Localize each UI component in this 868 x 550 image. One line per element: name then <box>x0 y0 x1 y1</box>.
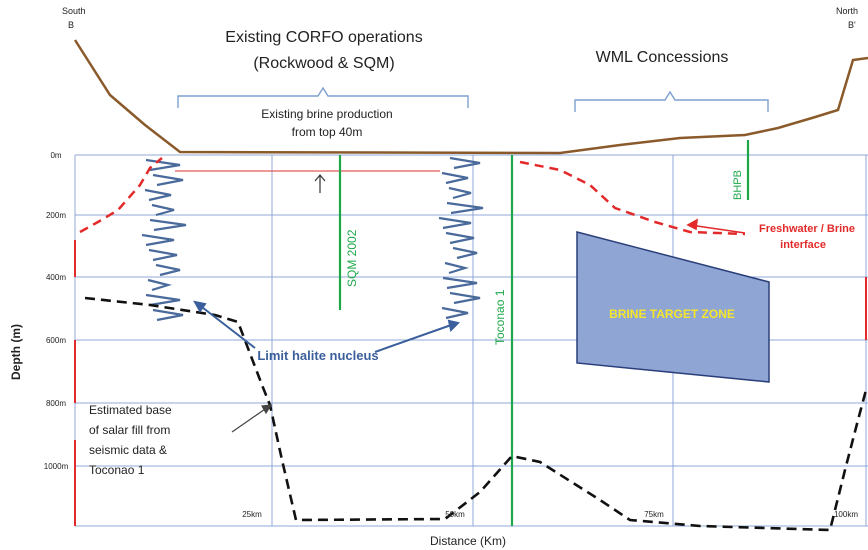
halite-mark <box>151 203 175 217</box>
halite-mark <box>441 171 469 185</box>
freshwater-label-line2: interface <box>780 239 826 251</box>
y-tick-label: 200m <box>46 211 66 220</box>
brine-target-zone <box>576 231 770 383</box>
well-label-sqm: SQM 2002 <box>345 229 359 287</box>
halite-mark <box>141 233 175 247</box>
salar-base-arrow <box>231 404 273 433</box>
brine-production-line1: Existing brine production <box>261 107 392 121</box>
depth-axis-red-marks <box>74 240 867 526</box>
halite-mark <box>144 188 172 202</box>
freshwater-interface-right <box>519 160 746 236</box>
freshwater-label-line1: Freshwater / Brine <box>759 223 855 235</box>
salar-base-line2: of salar fill from <box>89 423 170 437</box>
corfo-bracket <box>177 86 469 108</box>
halite-mark <box>147 278 173 292</box>
halite-mark <box>444 261 470 275</box>
x-axis-label: Distance (Km) <box>430 534 506 548</box>
corner-label-south: South <box>62 6 86 16</box>
halite-mark <box>452 246 478 260</box>
wml-title: WML Concessions <box>596 49 729 66</box>
halite-mark <box>449 156 481 170</box>
halite-mark <box>441 306 469 320</box>
corner-label-b-prime: B' <box>848 20 856 30</box>
halite-mark <box>438 216 472 230</box>
halite-mark <box>445 231 475 245</box>
salar-base-line3: seismic data & <box>89 443 167 457</box>
well-label-bhpb: BHPB <box>732 170 744 200</box>
halite-nucleus-left <box>141 158 187 322</box>
halite-mark <box>148 248 178 262</box>
halite-mark <box>145 293 181 307</box>
y-axis-label: Depth (m) <box>9 324 23 380</box>
freshwater-arrow-icon <box>686 218 746 234</box>
halite-mark <box>448 186 472 200</box>
corfo-title-line1: Existing CORFO operations <box>225 29 422 46</box>
corner-label-north: North <box>836 6 858 16</box>
y-tick-label: 0m <box>50 151 61 160</box>
salar-base-line4: Toconao 1 <box>89 463 145 477</box>
halite-mark <box>446 201 484 215</box>
wml-bracket <box>574 90 769 112</box>
x-tick-label: 100km <box>834 510 858 519</box>
halite-mark <box>149 218 187 232</box>
target-zone-label: BRINE TARGET ZONE <box>609 307 735 321</box>
salar-base-line1: Estimated base <box>89 403 172 417</box>
y-tick-label: 1000m <box>44 462 69 471</box>
halite-mark <box>152 308 184 322</box>
y-tick-label: 600m <box>46 336 66 345</box>
y-tick-labels: 0m 200m 400m 600m 800m 1000m <box>44 151 69 471</box>
x-tick-labels: 25km 50km 75km 100km <box>242 510 858 519</box>
up-arrow-icon <box>314 174 326 193</box>
halite-mark <box>449 291 481 305</box>
halite-mark <box>152 173 184 187</box>
halite-mark <box>442 276 478 290</box>
y-tick-label: 400m <box>46 273 66 282</box>
freshwater-interface-left <box>79 157 163 234</box>
halite-label: Limit halite nucleus <box>257 348 378 363</box>
corfo-title-line2: (Rockwood & SQM) <box>253 55 394 72</box>
x-tick-label: 25km <box>242 510 262 519</box>
x-tick-label: 75km <box>644 510 664 519</box>
halite-nucleus-right <box>438 156 484 320</box>
y-tick-label: 800m <box>46 399 66 408</box>
halite-mark <box>155 263 181 277</box>
well-label-toconao: Toconao 1 <box>493 289 507 345</box>
surface-profile <box>73 39 868 155</box>
brine-production-line2: from top 40m <box>292 125 363 139</box>
grid <box>74 154 868 527</box>
corner-label-b: B <box>68 20 74 30</box>
x-tick-label: 50km <box>445 510 465 519</box>
halite-arrows <box>193 300 460 353</box>
